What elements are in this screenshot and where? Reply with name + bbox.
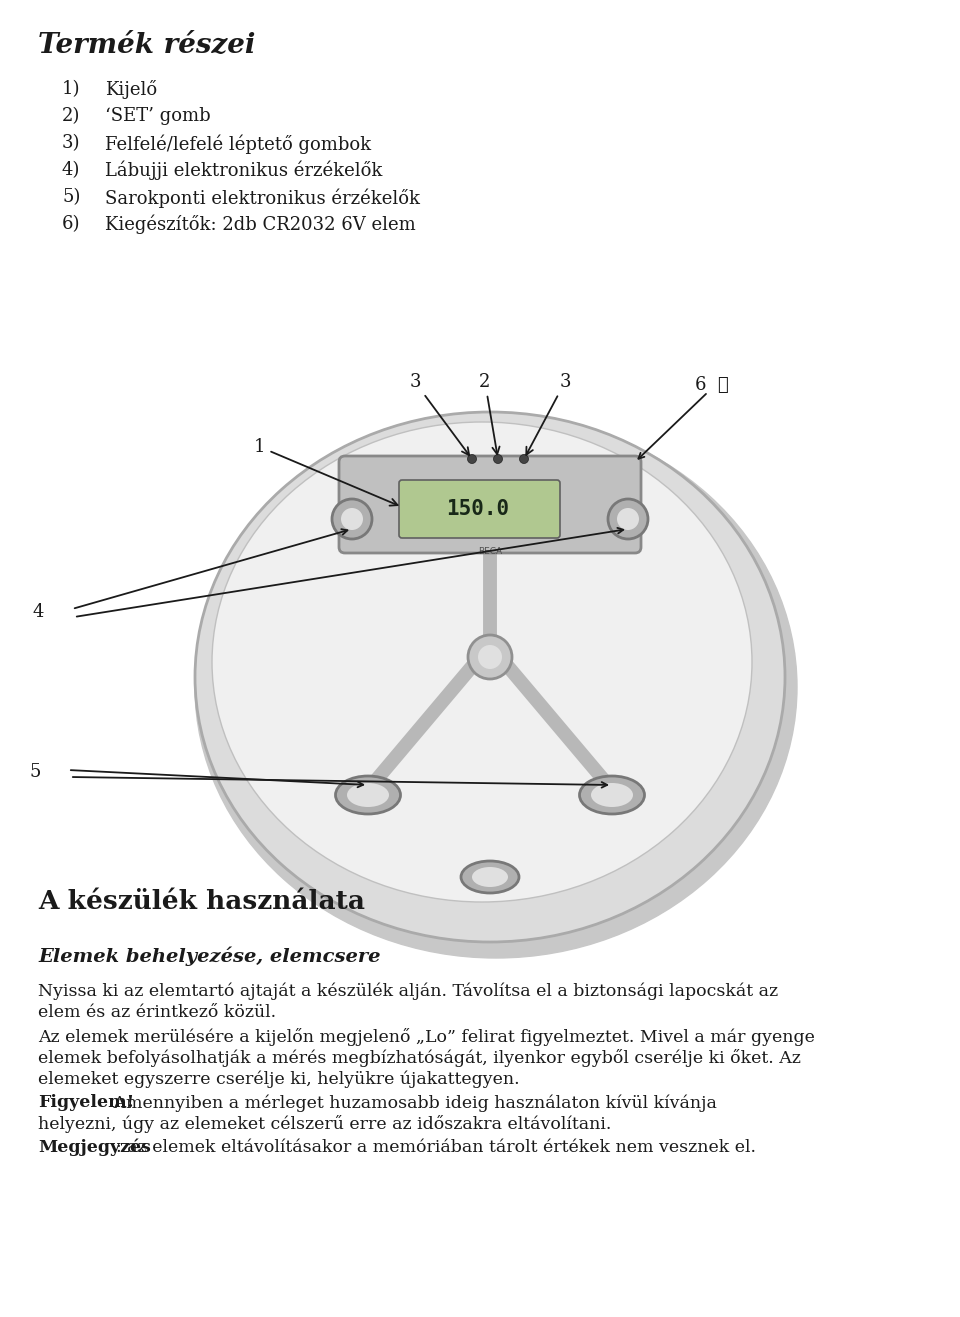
- Text: 6): 6): [62, 215, 81, 233]
- Text: Az elemek merülésére a kijelőn megjelenő „Lo” felirat figyelmeztet. Mivel a már : Az elemek merülésére a kijelőn megjelenő…: [38, 1029, 815, 1046]
- Text: elemek befolyásolhatják a mérés megbízhatóságát, ilyenkor egyből cserélje ki őke: elemek befolyásolhatják a mérés megbízha…: [38, 1050, 801, 1067]
- Text: 1): 1): [62, 80, 81, 97]
- Text: Amennyiben a mérleget huzamosabb ideig használaton kívül kívánja: Amennyiben a mérleget huzamosabb ideig h…: [108, 1094, 717, 1112]
- Circle shape: [332, 499, 372, 539]
- Circle shape: [468, 454, 476, 464]
- Circle shape: [617, 508, 639, 529]
- Text: 3): 3): [62, 134, 81, 151]
- Text: 4: 4: [33, 603, 44, 622]
- Ellipse shape: [195, 416, 797, 957]
- Ellipse shape: [472, 867, 508, 888]
- Text: Kiegészítők: 2db CR2032 6V elem: Kiegészítők: 2db CR2032 6V elem: [105, 215, 416, 234]
- Circle shape: [468, 635, 512, 680]
- Text: Kijelő: Kijelő: [105, 80, 157, 99]
- Text: 150.0: 150.0: [446, 499, 510, 519]
- Circle shape: [608, 499, 648, 539]
- Text: helyezni, úgy az elemeket célszerű erre az időszakra eltávolítani.: helyezni, úgy az elemeket célszerű erre …: [38, 1115, 612, 1133]
- Ellipse shape: [335, 776, 400, 814]
- Text: Termék részei: Termék részei: [38, 32, 255, 59]
- Circle shape: [341, 508, 363, 529]
- Ellipse shape: [580, 776, 644, 814]
- Text: 4): 4): [62, 161, 81, 179]
- Text: Figyelem!: Figyelem!: [38, 1094, 134, 1112]
- Text: Nyissa ki az elemtartó ajtaját a készülék alján. Távolítsa el a biztonsági lapoc: Nyissa ki az elemtartó ajtaját a készülé…: [38, 982, 779, 1001]
- Text: 6  ♻: 6 ♻: [695, 375, 729, 394]
- Circle shape: [478, 645, 502, 669]
- Text: 5: 5: [30, 763, 40, 781]
- Text: elemeket egyszerre cserélje ki, helyükre újakattegyen.: elemeket egyszerre cserélje ki, helyükre…: [38, 1069, 519, 1088]
- Text: Lábujji elektronikus érzékelők: Lábujji elektronikus érzékelők: [105, 161, 382, 180]
- Text: Megjegyzés: Megjegyzés: [38, 1139, 151, 1156]
- Text: 2): 2): [62, 107, 81, 125]
- Text: 2: 2: [479, 373, 499, 454]
- Text: 1: 1: [254, 439, 397, 506]
- Text: Sarokponti elektronikus érzékelők: Sarokponti elektronikus érzékelők: [105, 188, 420, 208]
- Text: BECA: BECA: [478, 547, 502, 556]
- FancyBboxPatch shape: [339, 456, 641, 553]
- Text: elem és az érintkező közül.: elem és az érintkező közül.: [38, 1004, 276, 1021]
- Ellipse shape: [461, 861, 519, 893]
- FancyBboxPatch shape: [399, 479, 560, 539]
- Text: 5): 5): [62, 188, 81, 205]
- Text: 3: 3: [409, 373, 469, 456]
- Text: Felfelé/lefelé léptető gombok: Felfelé/lefelé léptető gombok: [105, 134, 372, 154]
- Ellipse shape: [195, 412, 785, 942]
- Text: ‘SET’ gomb: ‘SET’ gomb: [105, 107, 210, 125]
- Ellipse shape: [347, 784, 389, 807]
- Circle shape: [493, 454, 502, 464]
- Circle shape: [519, 454, 529, 464]
- Text: Elemek behelyezése, elemcsere: Elemek behelyezése, elemcsere: [38, 947, 380, 967]
- Ellipse shape: [212, 421, 752, 902]
- Text: 3: 3: [526, 373, 571, 454]
- Ellipse shape: [591, 784, 633, 807]
- Text: : az elemek eltávolításakor a memóriában tárolt értékek nem vesznek el.: : az elemek eltávolításakor a memóriában…: [116, 1139, 756, 1156]
- Text: A készülék használata: A készülék használata: [38, 889, 365, 914]
